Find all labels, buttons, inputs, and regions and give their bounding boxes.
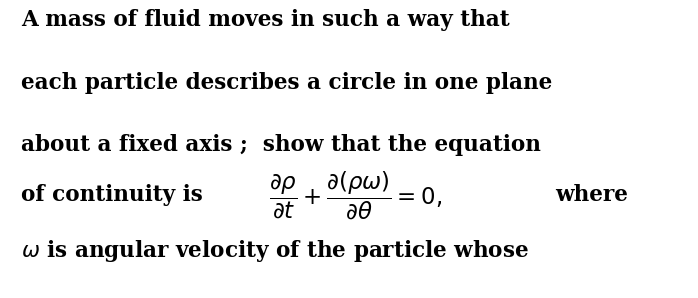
Text: each particle describes a circle in one plane: each particle describes a circle in one … <box>21 72 552 94</box>
Text: about a fixed axis ;  show that the equation: about a fixed axis ; show that the equat… <box>21 134 541 156</box>
Text: A mass of fluid moves in such a way that: A mass of fluid moves in such a way that <box>21 9 510 31</box>
Text: where: where <box>555 184 628 206</box>
Text: $\omega$ is angular velocity of the particle whose: $\omega$ is angular velocity of the part… <box>21 238 529 264</box>
Text: of continuity is: of continuity is <box>21 184 202 206</box>
Text: $\dfrac{\partial\rho}{\partial t} + \dfrac{\partial(\rho\omega)}{\partial\theta}: $\dfrac{\partial\rho}{\partial t} + \dfr… <box>269 169 442 221</box>
